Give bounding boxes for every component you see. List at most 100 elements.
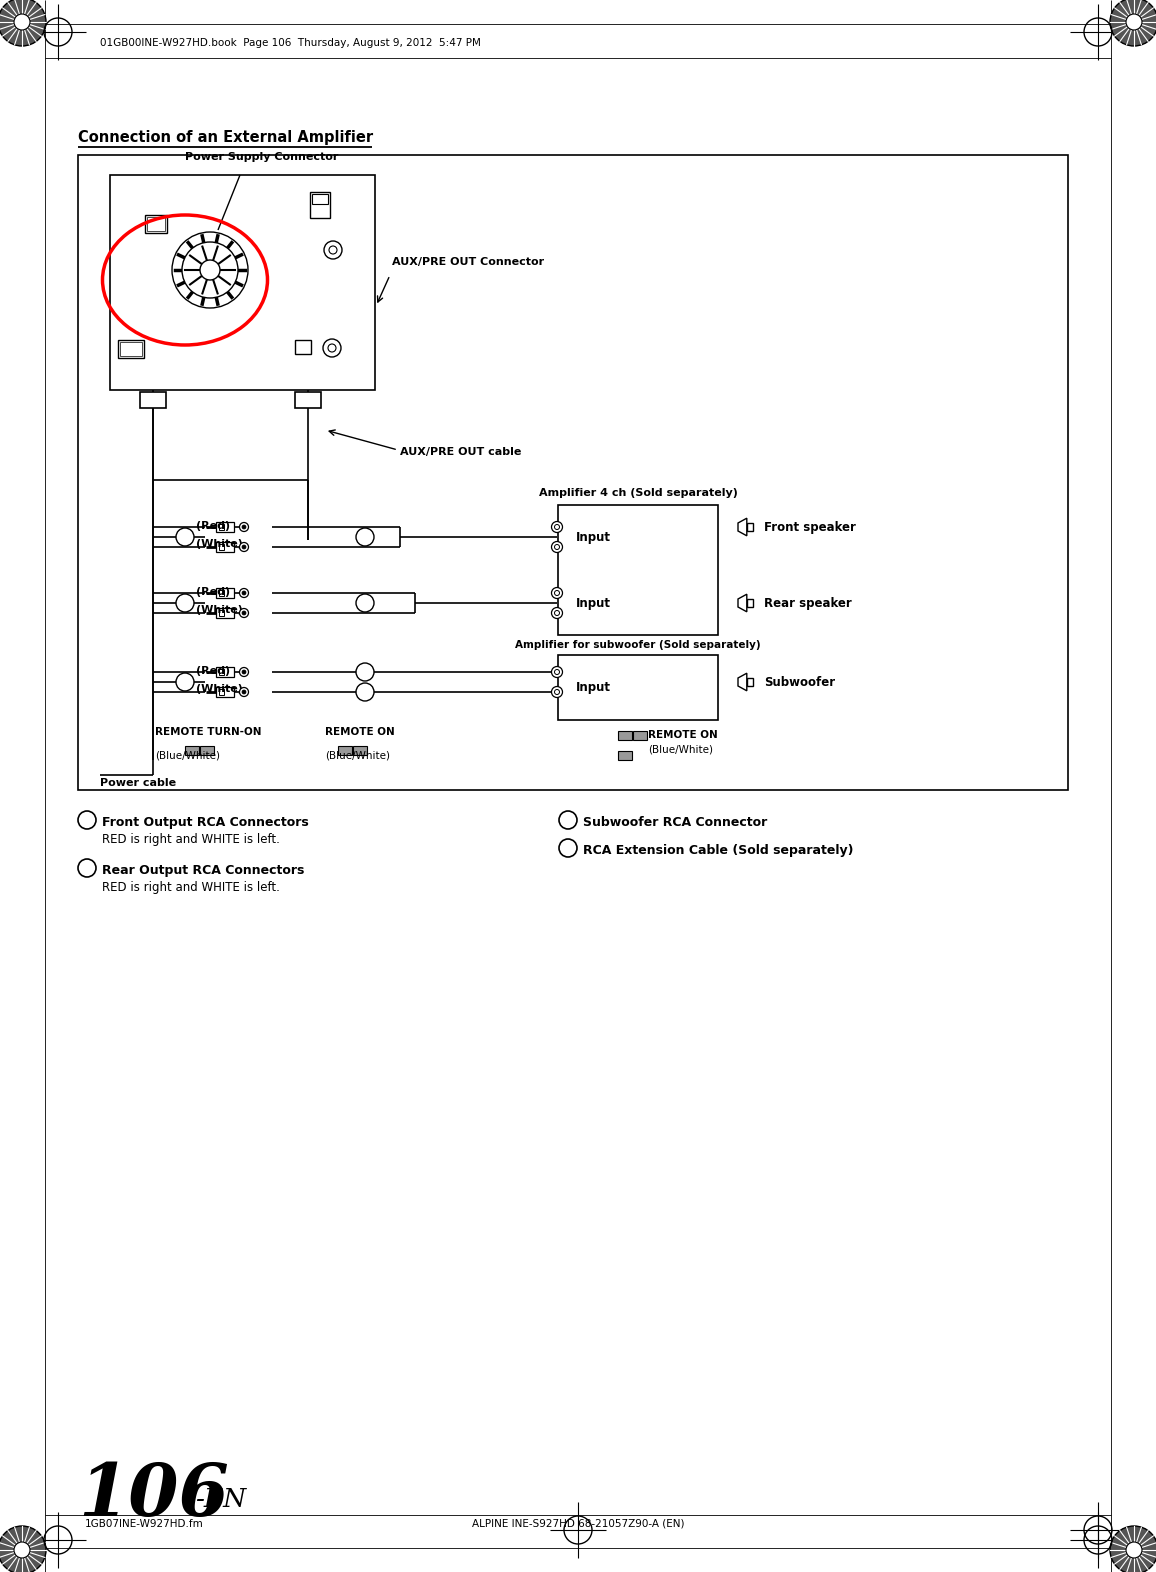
Polygon shape: [738, 594, 747, 612]
Bar: [618, 731, 632, 740]
Text: 2: 2: [83, 863, 90, 872]
Bar: [218, 523, 224, 530]
Bar: [77, 156, 1068, 791]
Text: (White): (White): [197, 539, 243, 549]
Bar: [140, 391, 166, 409]
Bar: [216, 522, 234, 531]
Circle shape: [172, 233, 249, 308]
Text: 2: 2: [181, 597, 188, 608]
Bar: [295, 391, 321, 409]
Circle shape: [560, 811, 577, 828]
Circle shape: [356, 528, 375, 545]
Text: 3: 3: [181, 678, 188, 687]
Circle shape: [14, 1542, 30, 1558]
Text: RCA Extension Cable (Sold separately): RCA Extension Cable (Sold separately): [583, 844, 853, 857]
Text: Front Output RCA Connectors: Front Output RCA Connectors: [102, 816, 309, 828]
Circle shape: [1110, 1526, 1156, 1572]
Circle shape: [555, 591, 560, 596]
Circle shape: [551, 588, 563, 599]
Text: (Red): (Red): [197, 667, 230, 676]
Text: (Blue/White): (Blue/White): [649, 745, 713, 755]
Circle shape: [356, 682, 375, 701]
Circle shape: [324, 241, 342, 259]
Circle shape: [551, 541, 563, 552]
Text: (Blue/White): (Blue/White): [155, 751, 220, 761]
Text: REMOTE ON: REMOTE ON: [325, 726, 394, 737]
Circle shape: [0, 1526, 46, 1572]
Text: Power cable: Power cable: [101, 778, 176, 788]
Text: 4: 4: [564, 843, 571, 854]
Text: 3: 3: [564, 814, 571, 825]
Bar: [216, 667, 234, 678]
Circle shape: [555, 690, 560, 695]
Bar: [216, 542, 234, 552]
Text: Input: Input: [576, 530, 612, 544]
Bar: [747, 679, 753, 685]
Circle shape: [239, 608, 249, 618]
Text: 4: 4: [362, 597, 369, 608]
Circle shape: [242, 670, 246, 674]
Bar: [558, 656, 718, 720]
Text: AUX/PRE OUT Connector: AUX/PRE OUT Connector: [392, 256, 544, 267]
Text: 4: 4: [362, 531, 369, 542]
Circle shape: [239, 687, 249, 696]
Bar: [310, 192, 329, 219]
Circle shape: [176, 594, 194, 612]
Text: Subwoofer: Subwoofer: [764, 676, 835, 689]
Bar: [312, 193, 328, 204]
Text: (Red): (Red): [197, 520, 230, 531]
Text: RED is right and WHITE is left.: RED is right and WHITE is left.: [102, 833, 280, 846]
Bar: [216, 687, 234, 696]
Text: REMOTE ON: REMOTE ON: [649, 729, 718, 740]
Circle shape: [242, 612, 246, 615]
Bar: [558, 505, 718, 635]
Circle shape: [1126, 14, 1142, 30]
Text: RED is right and WHITE is left.: RED is right and WHITE is left.: [102, 880, 280, 894]
Circle shape: [551, 687, 563, 698]
Bar: [633, 731, 647, 740]
Circle shape: [239, 668, 249, 676]
Text: (Red): (Red): [197, 586, 230, 597]
Circle shape: [356, 663, 375, 681]
Circle shape: [242, 525, 246, 530]
Text: Amplifier for subwoofer (Sold separately): Amplifier for subwoofer (Sold separately…: [516, 640, 761, 649]
Circle shape: [14, 14, 30, 30]
Text: Input: Input: [576, 596, 612, 610]
Text: (White): (White): [197, 605, 243, 615]
Circle shape: [242, 591, 246, 594]
Bar: [147, 217, 165, 231]
Circle shape: [1110, 0, 1156, 46]
Circle shape: [239, 542, 249, 552]
Circle shape: [329, 245, 338, 255]
Text: ALPINE INE-S927HD 68-21057Z90-A (EN): ALPINE INE-S927HD 68-21057Z90-A (EN): [472, 1519, 684, 1530]
Bar: [618, 751, 632, 759]
Text: -EN: -EN: [195, 1487, 246, 1512]
Polygon shape: [738, 673, 747, 690]
Circle shape: [356, 594, 375, 612]
Circle shape: [323, 340, 341, 357]
Circle shape: [176, 528, 194, 545]
Circle shape: [77, 811, 96, 828]
Text: 1: 1: [181, 531, 188, 542]
Bar: [120, 343, 142, 355]
Text: Connection of an External Amplifier: Connection of an External Amplifier: [77, 130, 373, 145]
Circle shape: [555, 544, 560, 550]
Text: Input: Input: [576, 682, 612, 695]
Bar: [185, 747, 199, 755]
Bar: [144, 215, 166, 233]
Bar: [216, 608, 234, 618]
Text: 1GB07INE-W927HD.fm: 1GB07INE-W927HD.fm: [86, 1519, 203, 1530]
Text: 01GB00INE-W927HD.book  Page 106  Thursday, August 9, 2012  5:47 PM: 01GB00INE-W927HD.book Page 106 Thursday,…: [101, 38, 481, 49]
Text: Rear speaker: Rear speaker: [764, 596, 852, 610]
Circle shape: [242, 545, 246, 549]
Circle shape: [560, 839, 577, 857]
Circle shape: [239, 522, 249, 531]
Text: Subwoofer RCA Connector: Subwoofer RCA Connector: [583, 816, 768, 828]
Bar: [218, 544, 224, 550]
Bar: [218, 610, 224, 616]
Bar: [218, 590, 224, 596]
Circle shape: [0, 0, 46, 46]
Bar: [747, 599, 753, 607]
Bar: [353, 747, 366, 755]
Circle shape: [551, 607, 563, 618]
